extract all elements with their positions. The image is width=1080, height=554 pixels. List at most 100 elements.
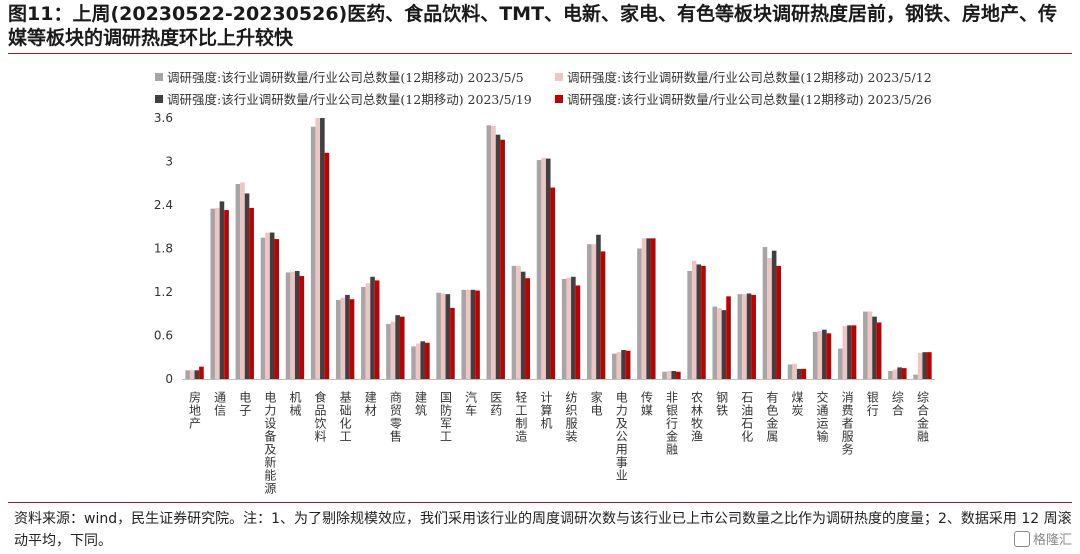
bar [771, 250, 777, 379]
bar [224, 210, 229, 379]
legend-swatch-2 [555, 72, 563, 81]
bar [420, 341, 426, 379]
bar [240, 182, 245, 379]
bar [461, 289, 467, 379]
x-tick-label: 非银行金融 [664, 391, 678, 456]
bar [274, 239, 280, 379]
bar [299, 276, 305, 379]
legend-item-1: 调研强度:该行业调研数量/行业公司总数量(12期移动) 2023/5/5 [155, 67, 524, 86]
bar [466, 289, 471, 379]
bar [792, 363, 797, 379]
bar [425, 342, 430, 379]
x-tick-label: 煤炭 [790, 391, 804, 417]
bar [796, 368, 802, 379]
bar [751, 294, 756, 379]
bar [676, 371, 681, 379]
bar [847, 325, 852, 379]
bar [440, 293, 446, 379]
bar [436, 292, 441, 379]
bar [374, 280, 380, 379]
bar [822, 329, 827, 379]
bar [767, 257, 772, 379]
bar [486, 125, 492, 379]
bar [320, 118, 325, 379]
x-tick-label: 汽车 [464, 390, 478, 417]
x-tick-label: 纺织服装 [564, 391, 578, 443]
bar [876, 322, 882, 379]
x-tick-label: 钢铁 [715, 391, 729, 417]
y-tick-label: 0.6 [154, 329, 173, 343]
bar [566, 277, 572, 379]
bar [185, 370, 190, 379]
bar [671, 371, 677, 379]
bar [646, 238, 651, 379]
x-tick-label: 农林牧渔 [690, 391, 704, 443]
bar [637, 248, 642, 379]
legend-swatch-4 [555, 94, 563, 103]
chart-legend: 调研强度:该行业调研数量/行业公司总数量(12期移动) 2023/5/5 调研强… [150, 62, 970, 110]
legend-label-4: 调研强度:该行业调研数量/行业公司总数量(12期移动) 2023/5/26 [567, 92, 932, 107]
bar [600, 251, 606, 379]
bar [516, 265, 521, 379]
bar [863, 311, 868, 379]
bar [550, 187, 556, 379]
bar [361, 286, 366, 379]
bar [837, 348, 843, 379]
bar [851, 325, 857, 379]
bar [913, 374, 918, 379]
bar [210, 208, 216, 379]
bar [801, 368, 807, 379]
bar [335, 299, 341, 379]
bar [826, 333, 832, 379]
title-divider [8, 53, 1072, 54]
note-divider [8, 502, 1072, 503]
bar [491, 125, 496, 379]
bar [340, 297, 346, 379]
x-tick-label: 有色金属 [765, 391, 779, 443]
bar [762, 247, 768, 379]
y-tick-label: 3 [165, 155, 173, 169]
bar [561, 278, 567, 379]
bar [812, 331, 818, 379]
bar [269, 232, 275, 379]
bar [927, 352, 932, 379]
bar [324, 152, 330, 379]
bar [888, 371, 893, 379]
bar [621, 350, 626, 379]
bar [612, 353, 617, 379]
bar [721, 310, 727, 379]
bar [687, 270, 692, 379]
bar [867, 311, 873, 379]
bar [817, 331, 823, 379]
legend-label-1: 调研强度:该行业调研数量/行业公司总数量(12期移动) 2023/5/5 [167, 70, 524, 85]
bar [575, 285, 581, 379]
bar [696, 264, 702, 379]
bar [616, 352, 622, 379]
y-tick-label: 1.2 [154, 285, 173, 299]
bar [712, 306, 718, 379]
bar [386, 323, 391, 379]
bar [691, 260, 697, 379]
bar [219, 201, 225, 379]
x-tick-label: 消费者服务 [840, 391, 854, 456]
bar [591, 244, 597, 379]
bar [641, 238, 647, 379]
bar [586, 244, 592, 379]
bar [475, 290, 480, 379]
legend-label-3: 调研强度:该行业调研数量/行业公司总数量(12期移动) 2023/5/19 [167, 92, 532, 107]
bar [500, 139, 505, 379]
x-tick-label: 商贸零售 [388, 390, 402, 443]
bar [445, 294, 451, 379]
bar [495, 134, 501, 379]
x-tick-label: 石油石化 [740, 391, 754, 443]
bar [901, 368, 907, 379]
bar [701, 265, 706, 379]
x-tick-label: 通信 [213, 391, 227, 417]
x-tick-label: 电力及公用事业 [614, 391, 628, 482]
x-tick-label: 建筑 [413, 391, 427, 417]
bar [842, 326, 848, 379]
bar [244, 193, 250, 379]
bar [249, 207, 254, 379]
bar [625, 350, 631, 379]
bar [290, 271, 295, 379]
